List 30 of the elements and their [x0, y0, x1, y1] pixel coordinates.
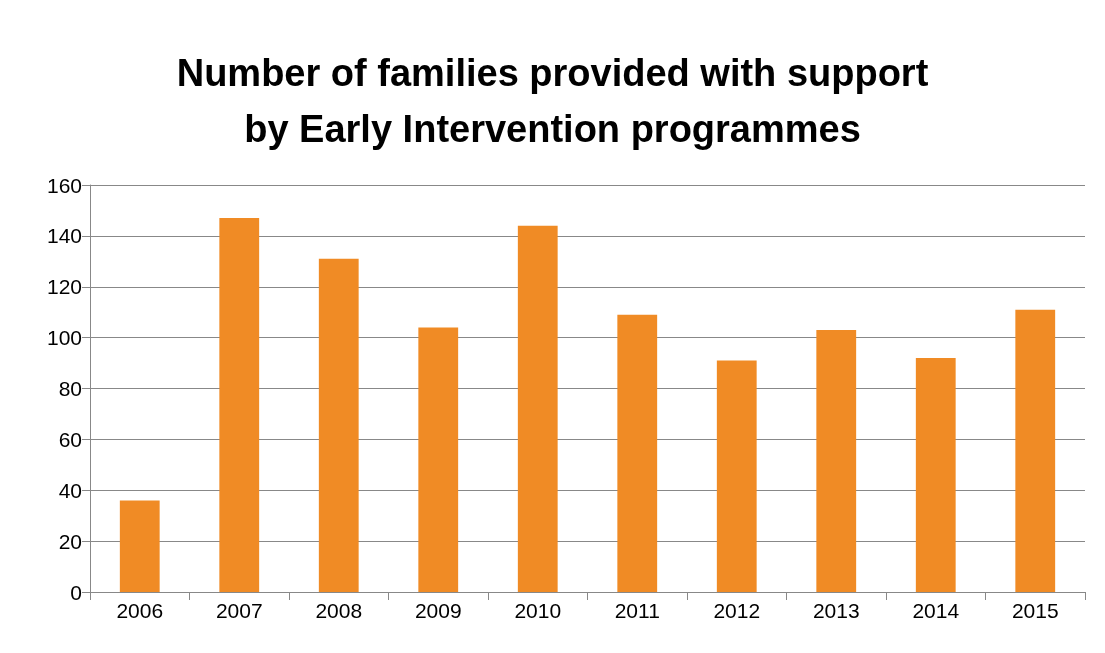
bar — [119, 500, 160, 592]
y-tick-label: 40 — [58, 478, 82, 502]
x-tick-label: 2007 — [215, 599, 263, 622]
bar — [219, 218, 260, 592]
y-tick-label: 120 — [46, 275, 82, 299]
y-tick-label: 160 — [46, 173, 82, 197]
x-tick-label: 2009 — [414, 599, 462, 622]
x-tick-label: 2010 — [514, 599, 562, 622]
x-tick-label: 2008 — [315, 599, 363, 622]
bar — [816, 329, 857, 592]
bar — [1015, 309, 1056, 592]
y-tick-label: 60 — [58, 427, 82, 451]
y-tick-label: 100 — [46, 326, 82, 350]
y-tick-label: 20 — [58, 529, 82, 553]
bar — [418, 327, 459, 592]
x-tick-label: 2015 — [1011, 599, 1059, 622]
x-tick-label: 2013 — [812, 599, 860, 622]
x-tick-label: 2011 — [614, 599, 660, 622]
bar — [915, 357, 956, 592]
y-tick-label: 80 — [58, 377, 82, 400]
x-tick-label: 2012 — [713, 599, 761, 622]
y-tick-label: 0 — [70, 580, 82, 604]
x-tick-label: 2006 — [116, 599, 164, 622]
chart-title: Number of families provided with support by Early Intervention programmes — [176, 52, 929, 150]
bar — [716, 360, 757, 592]
y-tick-label: 140 — [46, 224, 82, 248]
bar — [318, 258, 359, 592]
bar — [617, 314, 658, 592]
bar — [517, 225, 558, 592]
x-tick-label: 2014 — [912, 599, 960, 622]
